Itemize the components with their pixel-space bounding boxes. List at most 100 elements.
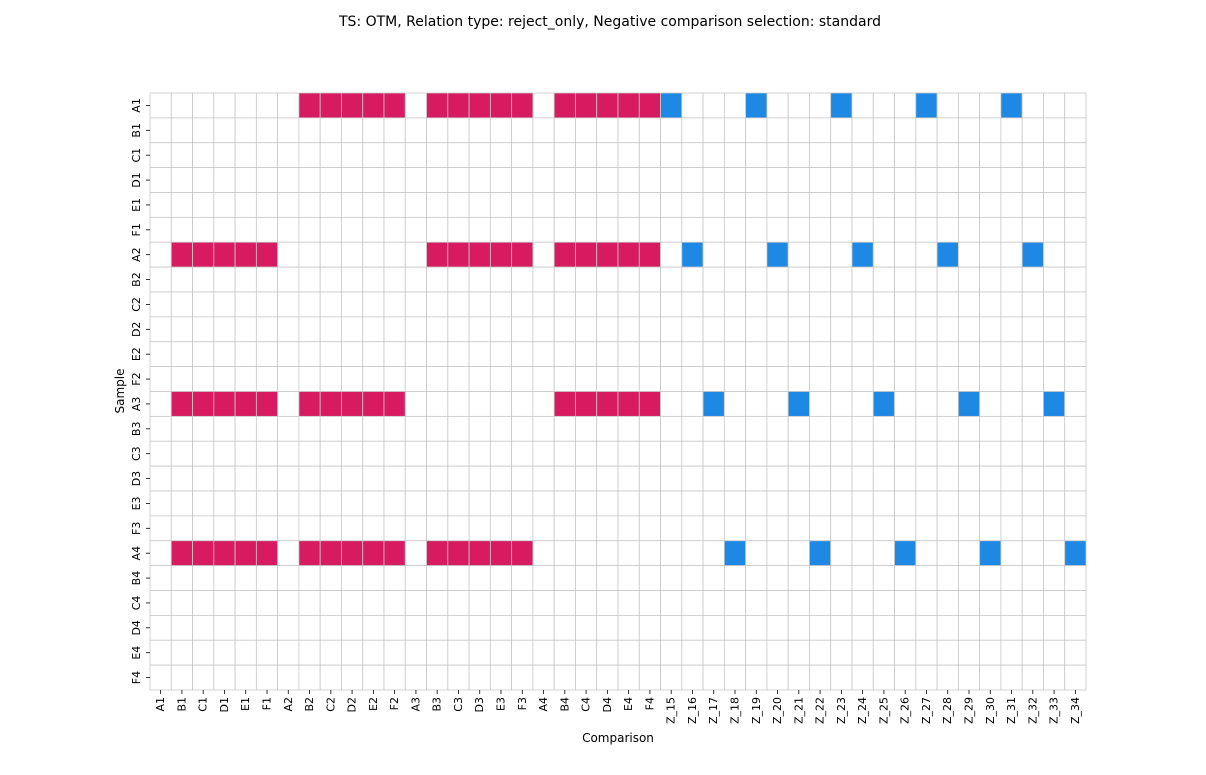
heatmap-cell-empty [277,316,300,343]
heatmap-cell-empty [468,515,491,542]
heatmap-cell-empty [213,216,236,243]
heatmap-cell-positive [170,391,193,417]
heatmap-cell-empty [404,341,427,368]
heatmap-cell-empty [532,515,555,542]
heatmap-cell-empty [936,490,959,517]
heatmap-cell-empty [1021,614,1044,641]
heatmap-cell-empty [830,291,853,318]
heatmap-cell-empty [1064,366,1087,392]
heatmap-cell-empty [426,142,449,169]
heatmap-cell-empty [426,291,449,318]
heatmap-cell-positive [319,92,342,119]
heatmap-cell-empty [1043,366,1066,392]
heatmap-cell-empty [681,366,704,392]
x-tick-label: Z_29 [963,697,976,724]
heatmap-cell-empty [404,266,427,293]
x-tick-label: B3 [431,697,444,712]
heatmap-cell-empty [192,639,215,666]
heatmap-cell-empty [596,415,619,442]
heatmap-cell-empty [404,241,427,268]
heatmap-cell-empty [1021,664,1044,691]
heatmap-cell-empty [170,440,193,467]
heatmap-cell-empty [915,316,938,343]
heatmap-cell-empty [1021,540,1044,567]
heatmap-cell-empty [255,490,279,517]
heatmap-cell-empty [192,291,215,318]
heatmap-cell-empty [404,614,427,641]
heatmap-cell-empty [702,366,725,392]
heatmap-cell-empty [851,192,874,218]
y-tick-label: B1 [130,123,143,138]
heatmap-cell-empty [787,291,810,318]
x-tick-label: C1 [197,697,210,712]
heatmap-cell-empty [851,515,874,542]
heatmap-cell-empty [872,192,895,218]
heatmap-cell-empty [447,117,470,144]
heatmap-cell-empty [532,291,555,318]
heatmap-cell-empty [894,167,917,193]
heatmap-cell-empty [872,639,895,666]
heatmap-cell-empty [787,266,810,293]
heatmap-cell-empty [234,639,257,666]
x-tick-label: Z_23 [835,697,848,724]
heatmap-cell-empty [298,167,321,193]
heatmap-cell-empty [234,142,257,169]
heatmap-cell-empty [341,142,364,169]
heatmap-cell-empty [319,590,342,616]
heatmap-cell-empty [553,639,576,666]
heatmap-cell-empty [638,565,661,591]
heatmap-cell-empty [638,590,661,616]
heatmap-cell-positive [255,241,279,268]
heatmap-cell-empty [894,590,917,616]
heatmap-cell-empty [149,440,172,467]
heatmap-cell-positive [383,391,406,417]
heatmap-cell-empty [468,167,491,193]
heatmap-cell-empty [723,664,747,691]
heatmap-cell-empty [872,117,895,144]
heatmap-cell-negative [809,540,832,567]
heatmap-cell-empty [894,664,917,691]
heatmap-cell-empty [936,92,959,119]
heatmap-cell-empty [787,167,810,193]
heatmap-cell-empty [383,316,406,343]
heatmap-cell-positive [511,540,534,567]
heatmap-cell-empty [660,192,683,218]
heatmap-cell-positive [575,391,598,417]
heatmap-cell-empty [383,266,406,293]
heatmap-cell-empty [830,639,853,666]
heatmap-cell-empty [234,291,257,318]
heatmap-cell-positive [468,92,491,119]
heatmap-cell-empty [511,515,534,542]
heatmap-cell-empty [787,540,810,567]
heatmap-cell-empty [298,664,321,691]
heatmap-cell-empty [979,415,1002,442]
heatmap-cell-empty [213,639,236,666]
heatmap-cell-empty [979,291,1002,318]
heatmap-cell-empty [447,465,470,492]
heatmap-cell-empty [149,117,172,144]
heatmap-cell-positive [341,540,364,567]
heatmap-cell-empty [596,192,619,218]
heatmap-cell-empty [170,515,193,542]
heatmap-cell-empty [341,614,364,641]
heatmap-cell-empty [809,241,832,268]
heatmap-cell-empty [872,490,895,517]
heatmap-cell-empty [149,167,172,193]
heatmap-cell-empty [681,216,704,243]
x-tick-label: B2 [303,697,316,712]
heatmap-cell-empty [1000,415,1023,442]
heatmap-cell-positive [255,540,279,567]
heatmap-cell-empty [957,266,981,293]
heatmap-cell-empty [872,415,895,442]
heatmap-cell-empty [745,167,768,193]
heatmap-cell-empty [404,415,427,442]
heatmap-cell-empty [447,341,470,368]
y-tick-label: B4 [130,571,143,586]
heatmap-cell-empty [170,266,193,293]
heatmap-cell-empty [681,664,704,691]
heatmap-cell-empty [234,565,257,591]
heatmap-cell-empty [979,117,1002,144]
heatmap-cell-empty [553,440,576,467]
heatmap-cell-empty [830,341,853,368]
heatmap-cell-empty [851,639,874,666]
